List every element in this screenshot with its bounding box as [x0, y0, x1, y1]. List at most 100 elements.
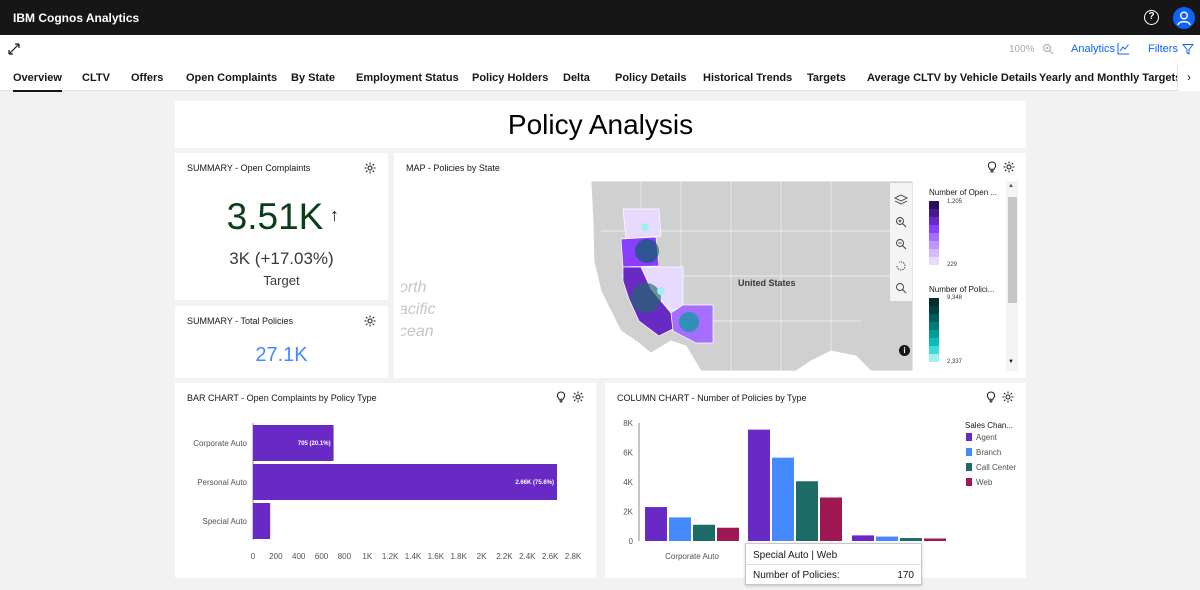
- column-bar[interactable]: [876, 536, 898, 541]
- filter-icon[interactable]: [1182, 43, 1194, 55]
- legend-label[interactable]: Call Center: [976, 463, 1016, 472]
- kpi-target-value: 3K (+17.03%): [229, 249, 334, 268]
- settings-icon[interactable]: [364, 315, 376, 327]
- kpi-value: 3.51K: [226, 196, 324, 237]
- legend-title: Sales Chan...: [965, 421, 1013, 430]
- category-label: Special Auto: [203, 517, 248, 526]
- column-bar[interactable]: [852, 535, 874, 541]
- tab-overview[interactable]: Overview: [13, 72, 62, 92]
- summary-total-policies-panel[interactable]: SUMMARY - Total Policies 27.1K: [175, 306, 388, 378]
- column-bar[interactable]: [748, 429, 770, 541]
- x-tick-label: 400: [292, 552, 306, 561]
- tab-delta[interactable]: Delta: [563, 72, 590, 84]
- legend-label[interactable]: Web: [976, 478, 993, 487]
- y-tick-label: 8K: [623, 419, 633, 428]
- tab-targets[interactable]: Targets: [807, 72, 846, 84]
- column-bar[interactable]: [717, 527, 739, 541]
- policies-bubble-washington: [641, 223, 649, 231]
- column-bar[interactable]: [669, 517, 691, 541]
- column-chart: 0 2K 4K 6K 8K Corporate Auto Sales Chan... Agen…: [623, 419, 1016, 561]
- help-icon[interactable]: ?: [1144, 10, 1159, 25]
- title-panel: Policy Analysis: [175, 101, 1026, 148]
- x-tick-label: 600: [315, 552, 329, 561]
- x-tick-label: 200: [269, 552, 283, 561]
- x-tick-label: 800: [338, 552, 352, 561]
- legend-scrollbar[interactable]: ▲ ▼: [1006, 181, 1018, 371]
- tab-open-complaints[interactable]: Open Complaints: [186, 72, 278, 84]
- legend-policies-swatch: [929, 330, 939, 338]
- reset-icon[interactable]: [896, 261, 906, 271]
- legend-swatch: [966, 463, 972, 471]
- tab-bar: Overview CLTV Offers Open Complaints By …: [0, 63, 1200, 92]
- lightbulb-icon[interactable]: [556, 391, 566, 403]
- tab-scroll-right-button[interactable]: ›: [1177, 65, 1200, 91]
- column-bar[interactable]: [645, 507, 667, 541]
- x-tick-label: 1.4K: [405, 552, 422, 561]
- scrollbar-thumb[interactable]: [1008, 197, 1017, 303]
- zoom-out-icon[interactable]: [896, 239, 907, 250]
- expand-icon[interactable]: [8, 43, 20, 55]
- legend-open-swatch: [929, 249, 939, 257]
- x-tick-label: 2.2K: [496, 552, 513, 561]
- x-tick-label: 1.6K: [428, 552, 445, 561]
- scroll-up-icon[interactable]: ▲: [1008, 183, 1014, 189]
- legend-open-swatch: [929, 241, 939, 249]
- bar[interactable]: [253, 503, 271, 539]
- tab-historical-trends[interactable]: Historical Trends: [703, 72, 793, 84]
- tab-policy-holders[interactable]: Policy Holders: [472, 72, 549, 84]
- legend-label[interactable]: Agent: [976, 433, 998, 442]
- column-bar[interactable]: [693, 524, 715, 541]
- column-bar[interactable]: [900, 538, 922, 541]
- bar[interactable]: [253, 425, 334, 461]
- summary-open-complaints-panel[interactable]: SUMMARY - Open Complaints 3.51K ↑ 3K (+1…: [175, 153, 388, 300]
- user-avatar[interactable]: [1173, 7, 1195, 29]
- map-canvas[interactable]: United States orth acific cean i: [401, 181, 913, 371]
- column-bar[interactable]: [924, 538, 946, 541]
- ocean-label-line: acific: [401, 301, 436, 318]
- legend-open-max: 1,205: [947, 199, 963, 205]
- scroll-down-icon[interactable]: ▼: [1008, 359, 1014, 365]
- x-tick-label: 1K: [362, 552, 372, 561]
- search-icon[interactable]: [896, 283, 907, 294]
- tab-policy-details[interactable]: Policy Details: [615, 72, 687, 84]
- column-bar[interactable]: [796, 481, 818, 541]
- settings-icon[interactable]: [1002, 391, 1014, 403]
- settings-icon[interactable]: [572, 391, 584, 403]
- tab-by-state[interactable]: By State: [291, 72, 336, 84]
- legend-policies-swatch: [929, 314, 939, 322]
- settings-icon[interactable]: [1003, 161, 1015, 173]
- zoom-in-icon[interactable]: [896, 217, 907, 228]
- chart-tooltip: Special Auto | Web Number of Policies: 1…: [745, 543, 923, 585]
- bar-chart-panel[interactable]: BAR CHART - Open Complaints by Policy Ty…: [175, 383, 596, 578]
- ocean-label-line: cean: [401, 323, 434, 340]
- info-icon[interactable]: i: [899, 345, 910, 356]
- layers-icon[interactable]: [893, 194, 909, 205]
- tab-offers[interactable]: Offers: [131, 72, 164, 84]
- ocean-label-line: orth: [401, 279, 427, 296]
- filters-button[interactable]: Filters: [1148, 43, 1178, 55]
- app-brand: IBM Cognos Analytics: [13, 11, 140, 25]
- bar[interactable]: [253, 464, 557, 500]
- zoom-in-icon[interactable]: [1042, 43, 1054, 55]
- column-bar[interactable]: [772, 457, 794, 541]
- tab-cltv[interactable]: CLTV: [82, 72, 110, 84]
- state-washington-oregon: [622, 208, 662, 240]
- legend-label[interactable]: Branch: [976, 448, 1001, 457]
- lightbulb-icon[interactable]: [986, 391, 996, 403]
- settings-icon[interactable]: [364, 162, 376, 174]
- tab-yearly-monthly-targets[interactable]: Yearly and Monthly Targets: [1039, 72, 1182, 84]
- analytics-button[interactable]: Analytics: [1071, 43, 1116, 55]
- tab-employment-status[interactable]: Employment Status: [356, 72, 459, 84]
- map-panel[interactable]: MAP - Policies by State United States or…: [394, 153, 1026, 378]
- chart-line-icon[interactable]: [1117, 42, 1130, 55]
- tab-average-cltv[interactable]: Average CLTV by Vehicle Details: [867, 72, 1037, 84]
- data-label: 705 (20.1%): [298, 441, 331, 447]
- x-tick-label: 1.2K: [382, 552, 399, 561]
- legend-open-swatch: [929, 225, 939, 233]
- zoom-level: 100%: [1009, 44, 1035, 55]
- lightbulb-icon[interactable]: [987, 161, 997, 173]
- policies-bubble-nevada: [657, 287, 665, 295]
- legend-policies-swatch: [929, 298, 939, 306]
- column-bar[interactable]: [820, 497, 842, 541]
- us-map: [401, 181, 913, 371]
